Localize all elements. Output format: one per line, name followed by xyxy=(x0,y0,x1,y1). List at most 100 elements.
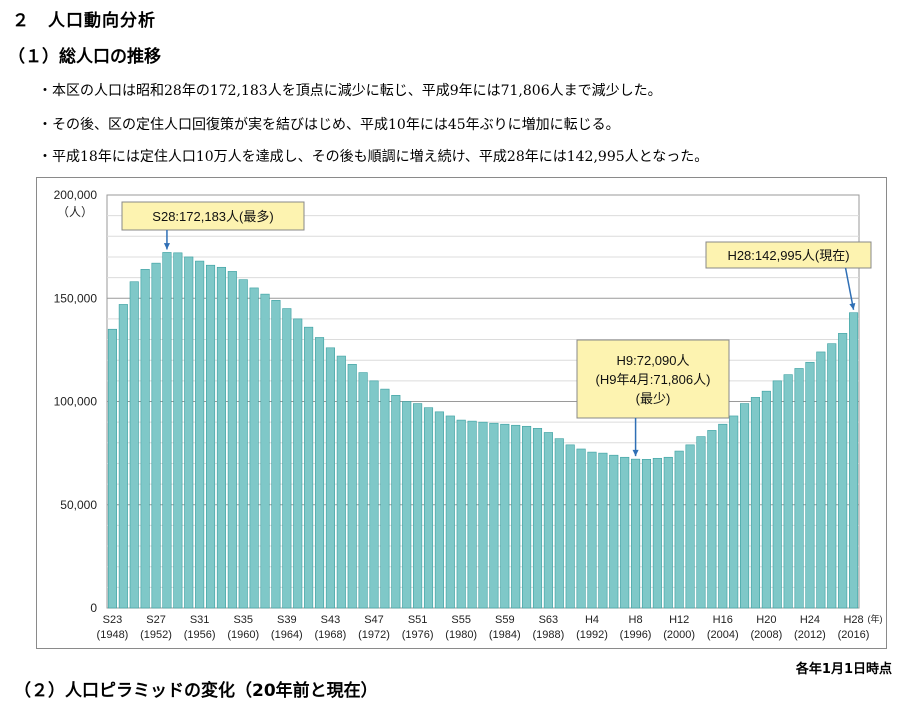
bar xyxy=(456,419,466,609)
bar xyxy=(532,428,543,609)
bar xyxy=(685,444,695,609)
bar xyxy=(282,308,292,609)
bar xyxy=(184,256,194,609)
bar xyxy=(293,318,303,609)
bar xyxy=(162,252,172,609)
bar xyxy=(347,364,357,609)
bar xyxy=(663,456,673,609)
bar xyxy=(750,397,761,609)
x-tick-label: S47 xyxy=(364,614,384,626)
bar xyxy=(740,403,750,609)
bar xyxy=(718,423,728,609)
bar xyxy=(227,271,237,609)
x-tick-year-label: (1988) xyxy=(532,629,564,641)
annotation-text: (最少) xyxy=(636,391,671,406)
y-tick-label: 100,000 xyxy=(54,395,98,409)
x-tick-label: H24 xyxy=(800,614,820,626)
x-tick-year-label: (2016) xyxy=(838,629,870,641)
y-tick-label: 150,000 xyxy=(54,291,98,305)
y-tick-label: 200,000 xyxy=(54,188,98,202)
x-tick-label: S55 xyxy=(451,614,471,626)
bar xyxy=(849,312,859,609)
x-tick-year-label: (1972) xyxy=(358,629,390,641)
section-heading: ２ 人口動向分析 xyxy=(12,11,156,31)
y-axis-label: （人） xyxy=(57,205,93,219)
bar xyxy=(129,281,139,609)
bar xyxy=(151,262,161,609)
bar xyxy=(107,328,117,609)
x-tick-label: S59 xyxy=(495,614,515,626)
bar xyxy=(500,423,510,609)
bar xyxy=(140,269,150,609)
bar xyxy=(641,459,652,609)
annotation-text: S28:172,183人(最多) xyxy=(152,209,273,224)
x-tick-label: H20 xyxy=(756,614,776,626)
bar xyxy=(173,252,183,609)
population-chart: 0 50,000 100,000 150,000 200,000 （人） S23 (1948)… xyxy=(36,177,887,649)
x-tick-year-label: (1992) xyxy=(576,629,608,641)
bar xyxy=(195,260,205,609)
bar xyxy=(434,411,444,609)
x-tick-label: H12 xyxy=(669,614,689,626)
bar xyxy=(543,432,553,609)
x-tick-label: H28 xyxy=(843,614,863,626)
bar xyxy=(402,401,412,609)
x-tick-year-label: (2004) xyxy=(707,629,739,641)
x-tick-label: H16 xyxy=(713,614,733,626)
bar xyxy=(794,368,804,609)
bar xyxy=(554,438,564,609)
x-tick-year-label: (2012) xyxy=(794,629,826,641)
bar xyxy=(391,395,401,609)
annotation-arrow-line xyxy=(844,267,855,310)
bar xyxy=(827,343,837,609)
bar xyxy=(369,380,379,609)
bar xyxy=(489,422,499,609)
x-tick-year-label: (1956) xyxy=(184,629,216,641)
bar xyxy=(304,326,314,609)
bar xyxy=(478,421,488,609)
bullet-peak: ・本区の人口は昭和28年の172,183人を頂点に減少に転じ、平成9年には71,… xyxy=(38,83,662,99)
bar xyxy=(249,287,259,609)
x-tick-year-label: (1976) xyxy=(402,629,434,641)
bar xyxy=(652,457,662,609)
bar xyxy=(118,304,128,609)
annotation-arrow-head xyxy=(849,302,856,310)
annotation-arrow-head xyxy=(163,243,170,250)
bar xyxy=(413,403,423,609)
x-tick-label: S63 xyxy=(539,614,559,626)
bar xyxy=(783,374,793,609)
bar xyxy=(238,279,248,609)
x-tick-year-label: (2008) xyxy=(750,629,782,641)
x-tick-year-label: (1996) xyxy=(620,629,652,641)
bar xyxy=(205,264,216,609)
bar xyxy=(260,293,270,609)
bar xyxy=(805,361,815,609)
bar xyxy=(816,351,826,609)
x-axis-unit: (年) xyxy=(868,613,883,624)
bar xyxy=(576,448,586,609)
annotation-text: (H9年4月:71,806人) xyxy=(596,372,711,387)
bar xyxy=(707,430,717,609)
x-tick-label: S51 xyxy=(408,614,428,626)
bar xyxy=(729,415,739,609)
bar xyxy=(696,436,706,609)
subsection-heading: （１）総人口の推移 xyxy=(8,47,161,67)
bar xyxy=(336,355,346,609)
annotation-arrow-head xyxy=(632,449,639,457)
x-tick-label: S23 xyxy=(103,614,123,626)
bullet-current: ・平成18年には定住人口10万人を達成し、その後も順調に増え続け、平成28年には… xyxy=(38,149,709,165)
annotation-box xyxy=(576,339,730,419)
population-chart-svg: 0 50,000 100,000 150,000 200,000 （人） S23 (1948)… xyxy=(54,188,883,641)
next-subsection-heading: （２）人口ピラミッドの変化（20年前と現在） xyxy=(14,681,378,701)
bar xyxy=(761,390,771,609)
x-tick-label: S43 xyxy=(321,614,341,626)
bar xyxy=(314,337,325,609)
x-tick-year-label: (1964) xyxy=(271,629,303,641)
x-tick-year-label: (1980) xyxy=(445,629,477,641)
bar xyxy=(609,454,619,609)
x-tick-year-label: (1952) xyxy=(140,629,172,641)
bar xyxy=(325,347,335,609)
bar xyxy=(467,420,477,609)
annotation-text: H9:72,090人 xyxy=(617,353,690,368)
bar xyxy=(587,451,597,609)
